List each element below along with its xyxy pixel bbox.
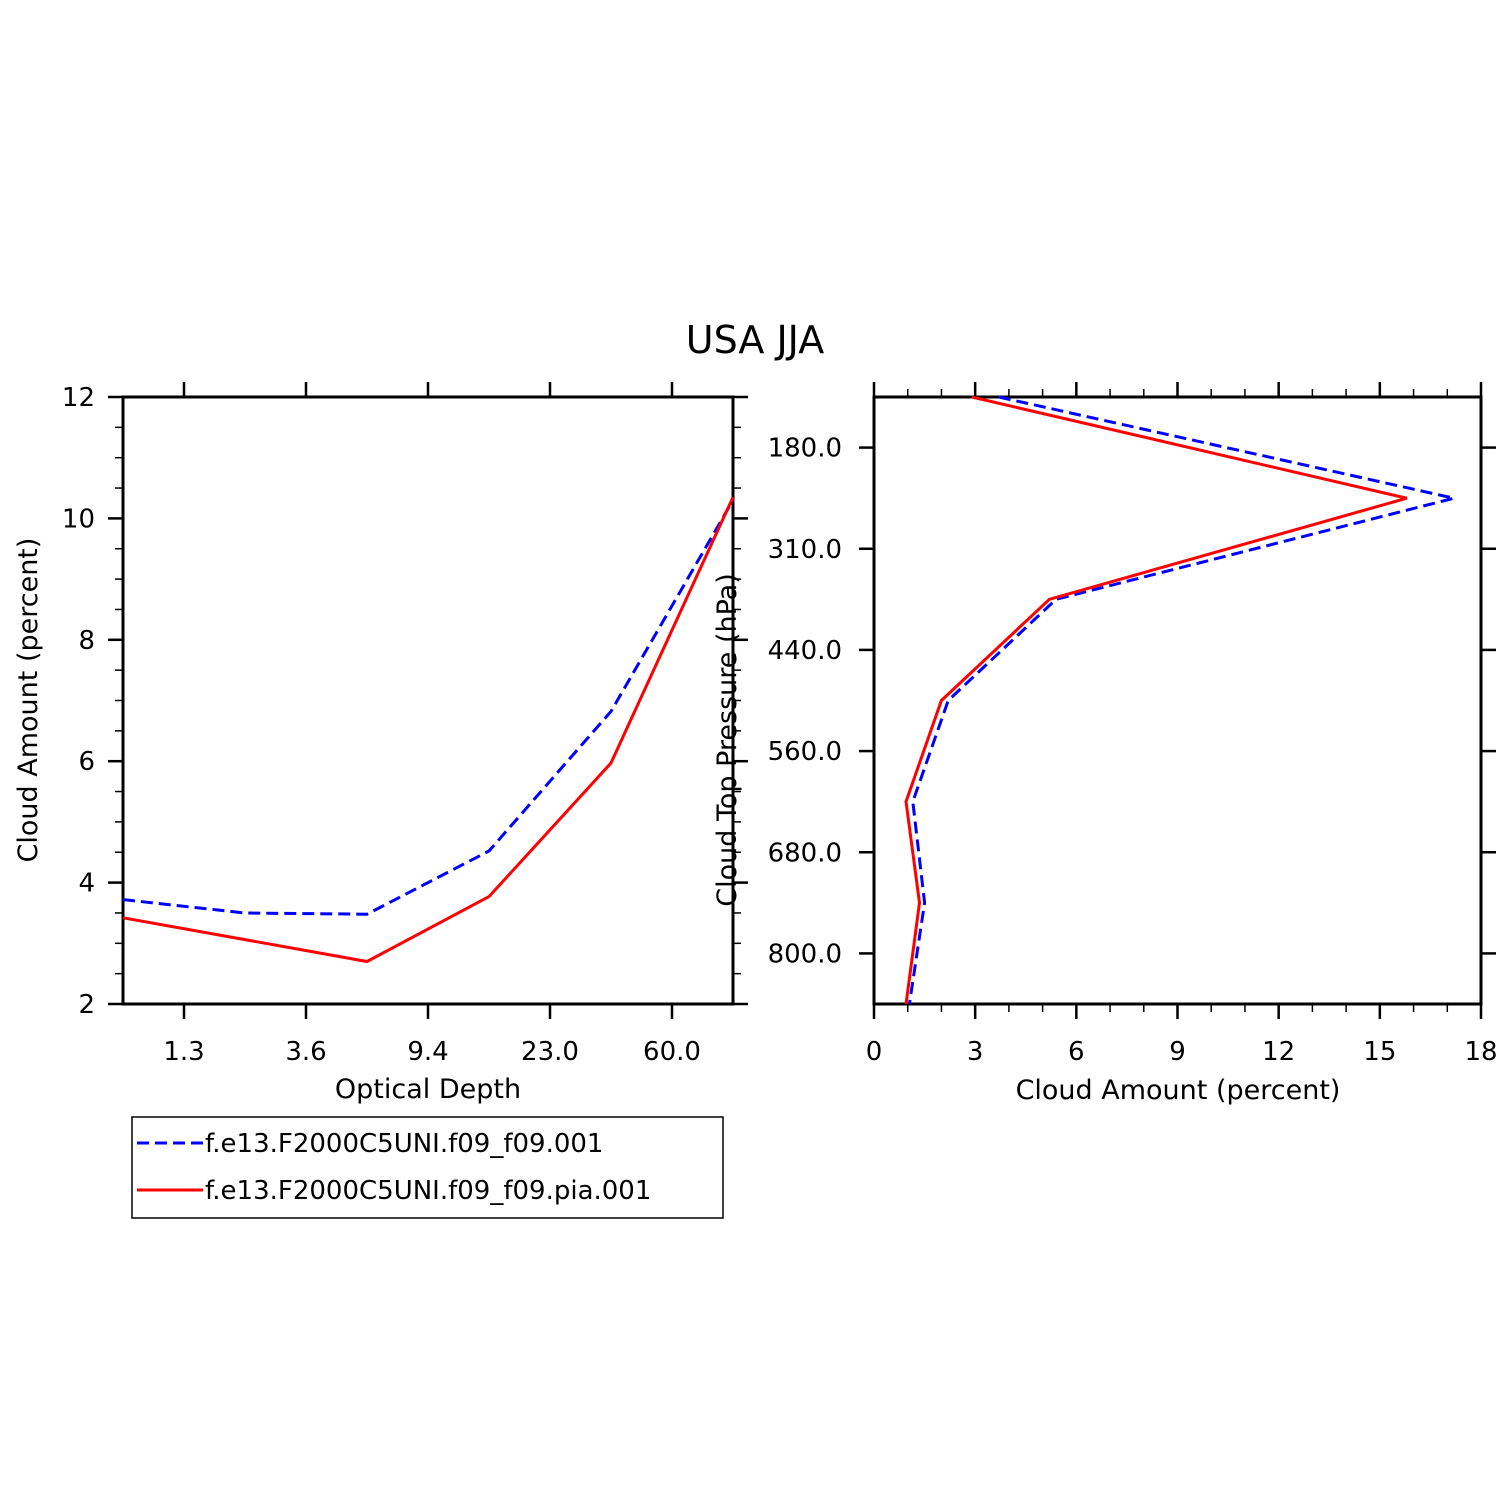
- right-series-line-2: [904, 395, 1408, 1005]
- left-x-tick-label: 23.0: [521, 1037, 579, 1067]
- left-y-tick-label: 10: [62, 504, 95, 534]
- left-series-line-2: [122, 496, 735, 964]
- right-x-tick-label: 3: [967, 1037, 984, 1067]
- right-y-tick-label: 800.0: [768, 939, 842, 969]
- left-plot-frame: [121, 395, 735, 1006]
- right-y-tick-label: 180.0: [768, 434, 842, 464]
- legend-label-2: f.e13.F2000C5UNI.f09_f09.pia.001: [205, 1176, 651, 1206]
- left-x-axis-title: Optical Depth: [335, 1074, 521, 1105]
- main-title: USA JJA: [686, 318, 824, 362]
- right-ticks: 0 3 6 9 12 15 18 180.0 310.0 440.0 560.0 680.0 800.0: [768, 382, 1498, 1067]
- right-y-tick-label: 310.0: [768, 535, 842, 565]
- right-y-tick-label: 560.0: [768, 737, 842, 767]
- left-x-tick-label: 60.0: [643, 1037, 701, 1067]
- left-y-tick-label: 8: [78, 626, 95, 656]
- right-x-tick-label: 6: [1068, 1037, 1085, 1067]
- left-x-tick-label: 3.6: [285, 1037, 326, 1067]
- right-x-tick-label: 0: [866, 1037, 883, 1067]
- right-y-tick-label: 440.0: [768, 636, 842, 666]
- legend-box: [131, 1116, 724, 1219]
- left-x-tick-label: 1.3: [163, 1037, 204, 1067]
- left-series-lines: [122, 496, 735, 964]
- right-x-tick-label: 15: [1363, 1037, 1396, 1067]
- legend: f.e13.F2000C5UNI.f09_f09.001 f.e13.F2000…: [131, 1116, 724, 1219]
- right-x-tick-label: 9: [1169, 1037, 1186, 1067]
- left-y-tick-label: 2: [78, 990, 95, 1020]
- left-x-tick-label: 9.4: [407, 1037, 448, 1067]
- right-plot-frame: [872, 395, 1483, 1006]
- right-y-tick-label: 680.0: [768, 838, 842, 868]
- right-series-lines: [904, 395, 1455, 1005]
- legend-label-1: f.e13.F2000C5UNI.f09_f09.001: [205, 1129, 603, 1159]
- right-x-tick-label: 12: [1262, 1037, 1295, 1067]
- right-x-axis-title: Cloud Amount (percent): [1016, 1075, 1341, 1106]
- right-y-axis-title: Cloud Top Pressure (hPa): [712, 573, 743, 907]
- right-x-tick-label: 18: [1464, 1037, 1497, 1067]
- right-series-line-1: [907, 395, 1455, 1005]
- pressure-panel: 0 3 6 9 12 15 18 180.0 310.0 440.0 560.0 680.0 800.0…: [712, 382, 1498, 1106]
- left-y-tick-label: 6: [78, 747, 95, 777]
- left-ticks: 2 4 6 8 10 12 1.3 3.6 9.4 23.0 60.0: [62, 382, 748, 1067]
- left-y-tick-label: 4: [78, 869, 95, 899]
- left-series-line-1: [122, 499, 735, 916]
- left-y-tick-label: 12: [62, 383, 95, 413]
- left-y-axis-title: Cloud Amount (percent): [13, 538, 44, 863]
